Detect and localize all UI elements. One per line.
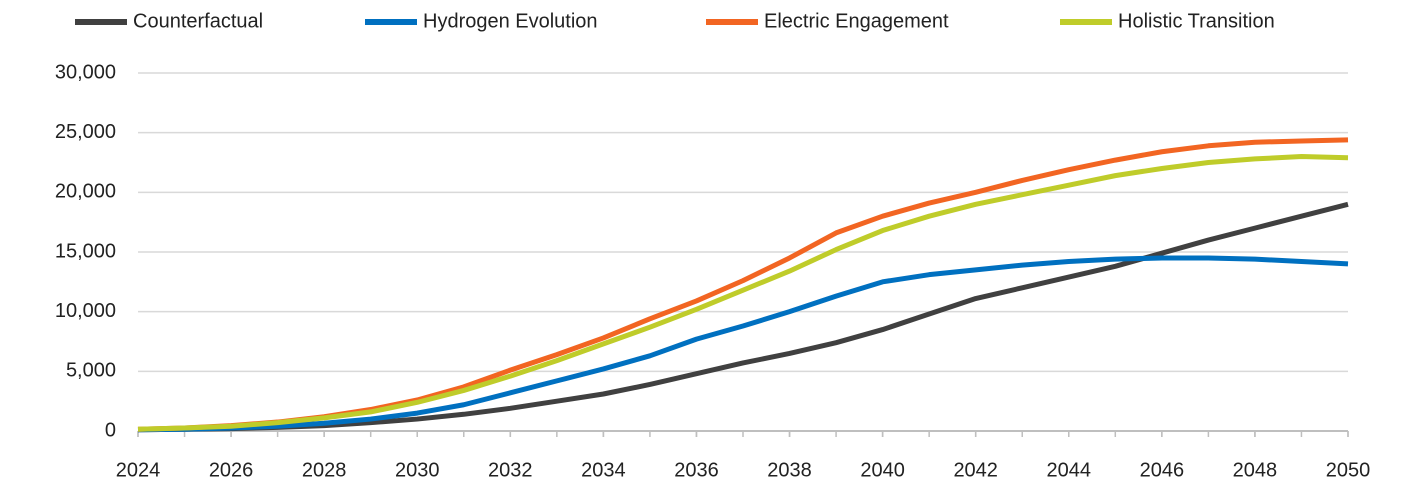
x-tick-label: 2036 (674, 459, 719, 481)
x-tick-label: 2032 (488, 459, 533, 481)
y-tick-label: 0 (105, 419, 116, 441)
x-tick-label: 2034 (581, 459, 626, 481)
series-line (137, 154, 1349, 432)
x-tick-label: 2050 (1326, 459, 1371, 481)
y-tick-label: 20,000 (55, 181, 116, 203)
series-line (137, 137, 1349, 432)
y-tick-label: 25,000 (55, 121, 116, 143)
legend-label: Electric Engagement (764, 10, 949, 32)
x-tick-label: 2040 (860, 459, 905, 481)
y-tick-label: 30,000 (55, 61, 116, 83)
legend-label: Hydrogen Evolution (423, 10, 598, 32)
x-tick-label: 2028 (302, 459, 347, 481)
x-tick-label: 2044 (1047, 459, 1092, 481)
series-line (137, 255, 1349, 433)
y-tick-label: 5,000 (66, 360, 116, 382)
y-tick-label: 15,000 (55, 240, 116, 262)
x-tick-label: 2046 (1140, 459, 1185, 481)
x-tick-label: 2038 (767, 459, 812, 481)
legend-label: Holistic Transition (1118, 10, 1275, 32)
x-tick-label: 2042 (953, 459, 998, 481)
y-tick-label: 10,000 (55, 300, 116, 322)
x-tick-label: 2024 (116, 459, 161, 481)
series-line (137, 201, 1349, 433)
x-tick-label: 2030 (395, 459, 440, 481)
x-tick-label: 2026 (209, 459, 254, 481)
legend-label: Counterfactual (133, 10, 263, 32)
x-tick-label: 2048 (1233, 459, 1278, 481)
